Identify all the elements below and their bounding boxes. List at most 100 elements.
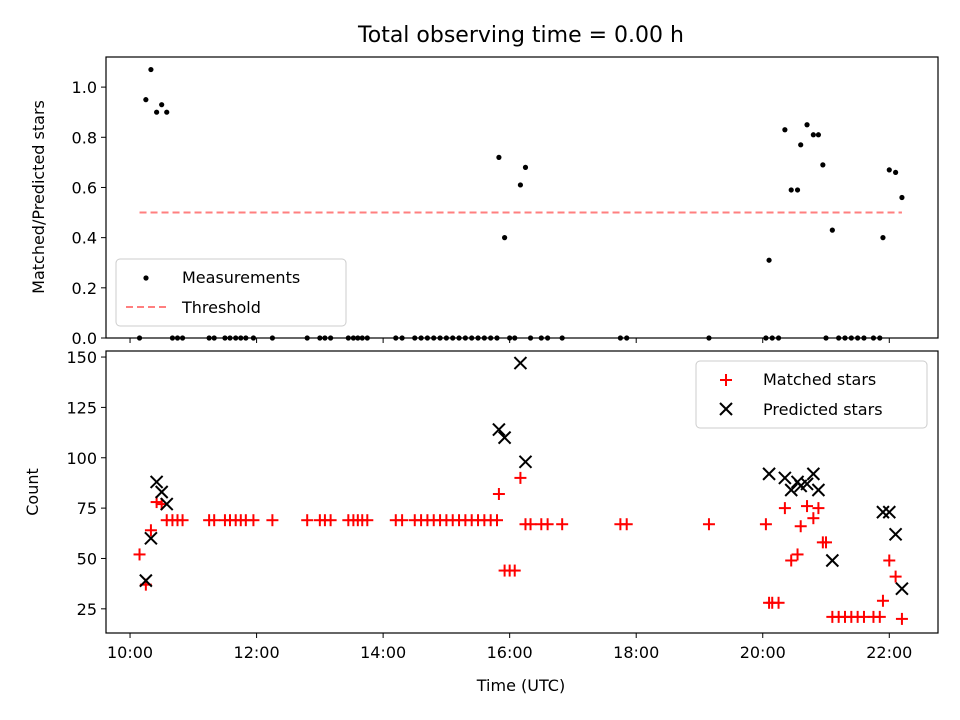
predicted-star-point (876, 505, 890, 519)
matched-star-point (133, 548, 146, 561)
measurement-point (617, 335, 623, 341)
matched-star-point (889, 570, 902, 583)
measurement-point (174, 335, 181, 341)
matched-star-point (791, 548, 804, 561)
measurement-point (412, 335, 418, 341)
top-legend: Measurements Threshold (115, 258, 347, 327)
measurement-point (393, 335, 399, 341)
top-y-tick-label: 0.6 (72, 178, 97, 197)
measurement-point (431, 335, 437, 341)
measurement-point (179, 335, 186, 341)
measurement-point (706, 335, 712, 341)
measurement-point (443, 335, 449, 341)
predicted-star-point (492, 422, 506, 437)
matched-star-point (524, 518, 537, 531)
predicted-star-point (800, 477, 814, 491)
bottom-y-tick-label: 25 (77, 600, 97, 619)
measurement-point (820, 162, 826, 168)
top-y-tick-label: 0.4 (72, 229, 97, 248)
top-y-axis-label: Matched/Predicted stars (29, 100, 48, 294)
measurement-point (450, 335, 456, 341)
legend-predicted-label: Predicted stars (763, 400, 883, 419)
predicted-star-point (139, 573, 153, 588)
bottom-y-ticks: 25 50 75 100 125 150 (66, 348, 106, 619)
measurement-point (810, 132, 816, 138)
measurement-point (804, 122, 810, 128)
matched-star-point (144, 524, 157, 537)
measurement-point (164, 109, 170, 115)
measurement-point (877, 335, 883, 341)
bottom-y-tick-label: 100 (66, 449, 97, 468)
matched-star-point (759, 518, 772, 531)
measurement-point (136, 335, 143, 341)
matched-star-point (895, 612, 908, 625)
top-plot-frame (105, 56, 939, 339)
measurement-point (364, 335, 370, 341)
predicted-star-point (144, 531, 158, 546)
measurement-point (317, 335, 323, 341)
matched-star-point (794, 520, 807, 533)
matched-star-point (514, 471, 527, 484)
measurement-point (345, 335, 351, 341)
predicted-star-point (825, 553, 840, 568)
predicted-star-point (518, 455, 533, 469)
measurement-point (545, 335, 551, 341)
measurement-point (823, 335, 829, 341)
bottom-x-tick-label: 10:00 (107, 643, 153, 662)
measurement-point (169, 335, 176, 341)
measurement-point (815, 132, 822, 138)
measurement-point (870, 335, 877, 341)
predicted-star-point (154, 485, 169, 499)
measurement-point (794, 187, 801, 193)
measurement-point (496, 154, 502, 160)
legend-matched-label: Matched stars (763, 370, 876, 389)
measurement-point (517, 182, 524, 188)
measurement-point (469, 335, 475, 341)
measurement-point (437, 335, 443, 341)
bottom-y-tick-label: 50 (77, 549, 97, 568)
measurement-point (148, 66, 154, 73)
predicted-star-point (882, 505, 896, 519)
bottom-y-tick-label: 125 (66, 398, 97, 417)
legend-measurements-marker (143, 275, 149, 281)
matched-star-point (247, 514, 260, 527)
measurement-point (238, 335, 244, 341)
top-legend-box (115, 258, 347, 327)
matched-star-point (361, 514, 374, 527)
predicted-star-point (149, 475, 164, 489)
matched-star-point (801, 500, 814, 513)
measurement-point (143, 97, 149, 103)
bottom-x-tick-label: 12:00 (234, 643, 280, 662)
bottom-x-ticks: 10:00 12:00 14:00 16:00 18:00 20:00 22:00 (107, 633, 912, 662)
matched-star-point (541, 518, 554, 531)
measurement-point (836, 335, 842, 341)
measurement-point (899, 194, 905, 201)
top-series-layer (136, 66, 905, 341)
matched-star-point (301, 514, 314, 527)
matched-star-point (785, 554, 798, 567)
bottom-legend-box (695, 360, 928, 429)
matched-star-point (876, 594, 889, 607)
predicted-star-point (513, 356, 528, 370)
measurement-point (788, 187, 794, 193)
measurement-point (842, 335, 848, 341)
bottom-x-axis-label: Time (UTC) (476, 676, 565, 695)
predicted-star-point (811, 483, 826, 497)
measurement-point (418, 335, 424, 341)
measurement-point (456, 335, 462, 341)
measurement-point (775, 335, 782, 341)
measurement-point (527, 335, 534, 341)
measurement-point (512, 335, 518, 341)
measurement-point (424, 335, 431, 341)
predicted-star-point (497, 430, 512, 445)
measurement-point (481, 335, 487, 341)
measurement-point (763, 335, 769, 341)
matched-star-point (883, 554, 896, 567)
legend-measurements-label: Measurements (182, 268, 300, 287)
measurement-point (798, 142, 804, 148)
bottom-panel: 25 50 75 100 125 150 10:00 12:00 14:00 16:00 18:0… (23, 348, 939, 695)
measurement-point (559, 335, 565, 341)
predicted-star-point (895, 581, 909, 596)
predicted-star-point (762, 467, 776, 481)
